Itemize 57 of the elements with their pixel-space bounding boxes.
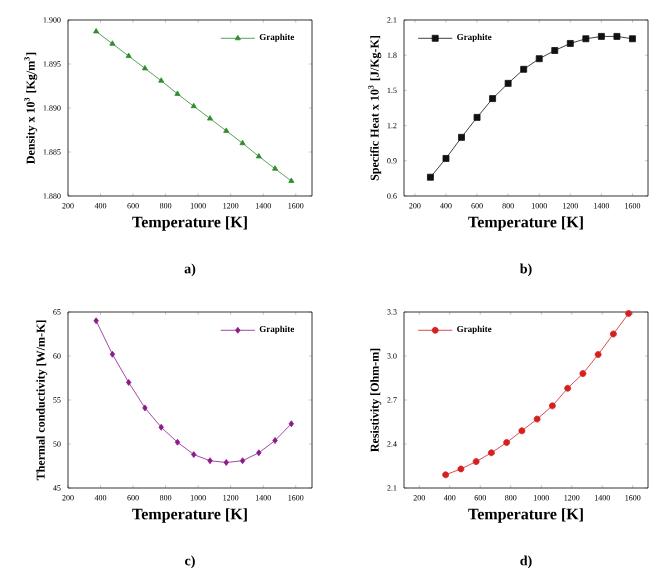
point bbox=[158, 77, 165, 83]
point bbox=[126, 379, 132, 386]
point bbox=[503, 439, 511, 446]
point bbox=[551, 47, 559, 54]
point bbox=[613, 33, 621, 40]
point bbox=[239, 139, 246, 146]
point bbox=[473, 113, 481, 121]
point bbox=[427, 173, 434, 181]
point bbox=[457, 465, 465, 473]
point bbox=[609, 330, 617, 338]
point bbox=[93, 317, 99, 325]
x-axis-title: Temperature [K] bbox=[132, 216, 247, 231]
point bbox=[207, 115, 214, 121]
point bbox=[109, 350, 116, 358]
point bbox=[223, 127, 230, 133]
point bbox=[594, 351, 602, 358]
point bbox=[472, 458, 480, 465]
point bbox=[125, 52, 132, 58]
point bbox=[579, 370, 587, 377]
point bbox=[629, 35, 636, 43]
point bbox=[458, 133, 465, 141]
point bbox=[442, 471, 450, 479]
point bbox=[564, 384, 572, 392]
point bbox=[239, 457, 246, 465]
point bbox=[272, 437, 278, 444]
point bbox=[625, 310, 633, 317]
point bbox=[174, 90, 181, 96]
point bbox=[487, 449, 495, 457]
point bbox=[566, 40, 574, 47]
point bbox=[548, 402, 556, 410]
point bbox=[535, 55, 543, 63]
point bbox=[223, 459, 229, 466]
point bbox=[288, 420, 294, 428]
point bbox=[520, 65, 528, 73]
point bbox=[255, 153, 262, 159]
point bbox=[288, 177, 295, 183]
point bbox=[582, 35, 590, 43]
point bbox=[174, 438, 181, 446]
point bbox=[207, 457, 213, 465]
point bbox=[272, 165, 279, 171]
point bbox=[533, 415, 541, 423]
point bbox=[158, 423, 164, 431]
point bbox=[256, 449, 262, 457]
point bbox=[142, 404, 148, 412]
x-axis-title: Temperature [K] bbox=[468, 216, 583, 231]
point bbox=[442, 155, 450, 162]
point bbox=[141, 65, 148, 71]
point bbox=[504, 79, 512, 87]
point bbox=[109, 40, 116, 46]
point bbox=[191, 451, 197, 458]
point bbox=[93, 28, 100, 34]
point bbox=[489, 95, 496, 103]
point bbox=[190, 102, 197, 109]
x-axis-title: Temperature [K] bbox=[468, 508, 583, 523]
point bbox=[518, 427, 526, 435]
point bbox=[597, 33, 605, 40]
x-axis-title: Temperature [K] bbox=[132, 508, 247, 523]
